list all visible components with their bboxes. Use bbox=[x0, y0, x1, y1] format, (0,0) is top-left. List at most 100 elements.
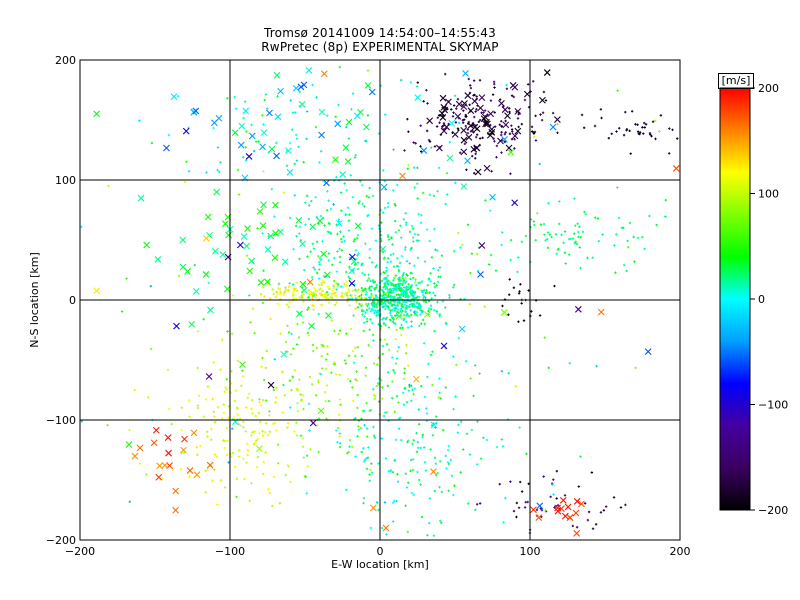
data-point-plus bbox=[335, 176, 338, 179]
data-point-cross bbox=[264, 246, 272, 253]
data-point-plus bbox=[549, 495, 552, 498]
data-point-plus bbox=[295, 343, 299, 346]
data-point-plus bbox=[326, 291, 329, 294]
data-point-plus bbox=[500, 131, 503, 134]
data-point-plus bbox=[314, 394, 318, 397]
data-point-plus bbox=[345, 332, 348, 335]
data-point-plus bbox=[392, 291, 395, 294]
data-point-plus bbox=[265, 349, 268, 353]
data-point-plus bbox=[149, 347, 153, 351]
data-point-plus bbox=[523, 98, 527, 102]
data-point-cross bbox=[155, 473, 163, 481]
data-point-plus bbox=[419, 124, 422, 127]
data-point-plus bbox=[508, 132, 512, 136]
data-point-plus bbox=[432, 291, 435, 295]
data-point-plus bbox=[438, 519, 442, 523]
data-point-plus bbox=[330, 296, 334, 299]
data-point-plus bbox=[481, 136, 484, 140]
data-point-plus bbox=[294, 111, 297, 114]
data-point-plus bbox=[504, 119, 507, 123]
data-point-plus bbox=[368, 328, 371, 331]
data-point-plus bbox=[336, 232, 339, 236]
data-point-plus bbox=[393, 304, 397, 307]
data-point-plus bbox=[394, 283, 398, 286]
data-point-plus bbox=[286, 324, 289, 327]
data-point-cross bbox=[505, 144, 513, 152]
data-point-plus bbox=[128, 500, 131, 503]
data-point-plus bbox=[613, 244, 616, 247]
data-point-plus bbox=[435, 310, 438, 313]
data-point-cross bbox=[190, 429, 198, 437]
data-point-plus bbox=[368, 307, 371, 310]
data-point-plus bbox=[289, 406, 292, 409]
data-point-plus bbox=[436, 471, 439, 475]
data-point-plus bbox=[362, 329, 365, 333]
data-point-plus bbox=[416, 295, 419, 299]
data-point-plus bbox=[382, 316, 385, 320]
data-point-plus bbox=[411, 458, 415, 461]
data-point-plus bbox=[436, 300, 439, 304]
data-point-plus bbox=[563, 494, 567, 497]
data-point-plus bbox=[403, 315, 406, 319]
data-point-plus bbox=[398, 289, 402, 292]
data-point-plus bbox=[642, 121, 646, 125]
data-point-plus bbox=[233, 95, 236, 99]
data-point-plus bbox=[454, 121, 458, 124]
data-point-plus bbox=[654, 119, 657, 122]
data-point-plus bbox=[360, 308, 364, 312]
data-point-plus bbox=[453, 94, 457, 97]
data-point-plus bbox=[347, 229, 351, 232]
data-point-plus bbox=[399, 307, 403, 311]
data-point-plus bbox=[204, 491, 207, 494]
data-point-plus bbox=[311, 83, 314, 87]
data-point-cross bbox=[320, 250, 328, 258]
x-axis-label: E-W location [km] bbox=[331, 558, 429, 571]
data-point-plus bbox=[307, 334, 310, 337]
data-point-plus bbox=[321, 240, 324, 243]
data-point-plus bbox=[218, 170, 221, 174]
data-point-plus bbox=[468, 453, 472, 456]
data-point-plus bbox=[230, 370, 233, 373]
data-point-cross bbox=[644, 348, 652, 356]
data-point-plus bbox=[374, 294, 378, 297]
data-point-plus bbox=[410, 246, 413, 250]
data-point-cross bbox=[454, 112, 462, 120]
data-point-plus bbox=[308, 292, 311, 296]
data-point-plus bbox=[466, 131, 470, 135]
data-point-plus bbox=[381, 305, 384, 309]
data-point-plus bbox=[428, 497, 432, 500]
data-point-plus bbox=[429, 304, 433, 307]
data-point-cross bbox=[440, 127, 448, 135]
data-point-plus bbox=[403, 303, 407, 307]
data-point-cross bbox=[225, 231, 233, 239]
data-point-plus bbox=[407, 283, 410, 286]
data-point-plus bbox=[412, 141, 415, 144]
data-point-plus bbox=[474, 135, 478, 139]
data-point-plus bbox=[273, 215, 276, 218]
data-point-plus bbox=[368, 479, 371, 483]
data-point-plus bbox=[318, 277, 321, 280]
data-point-plus bbox=[353, 156, 357, 159]
data-point-cross bbox=[458, 325, 466, 333]
data-point-plus bbox=[324, 293, 327, 296]
data-point-plus bbox=[385, 296, 388, 299]
data-point-cross bbox=[414, 94, 422, 101]
data-point-plus bbox=[240, 384, 243, 387]
data-point-plus bbox=[417, 408, 420, 411]
data-point-plus bbox=[360, 290, 363, 294]
data-point-plus bbox=[328, 287, 331, 291]
data-point-plus bbox=[382, 169, 385, 172]
data-point-plus bbox=[577, 235, 580, 239]
data-point-plus bbox=[225, 426, 229, 430]
x-tick-label: −200 bbox=[65, 545, 95, 558]
data-point-plus bbox=[387, 238, 391, 241]
data-point-plus bbox=[386, 274, 390, 277]
data-point-plus bbox=[358, 302, 361, 306]
data-point-plus bbox=[231, 451, 235, 455]
data-point-plus bbox=[381, 344, 385, 348]
data-point-plus bbox=[346, 290, 350, 293]
data-point-plus bbox=[454, 395, 457, 398]
data-point-plus bbox=[404, 472, 408, 475]
data-point-cross bbox=[482, 120, 489, 128]
data-point-plus bbox=[369, 468, 372, 472]
